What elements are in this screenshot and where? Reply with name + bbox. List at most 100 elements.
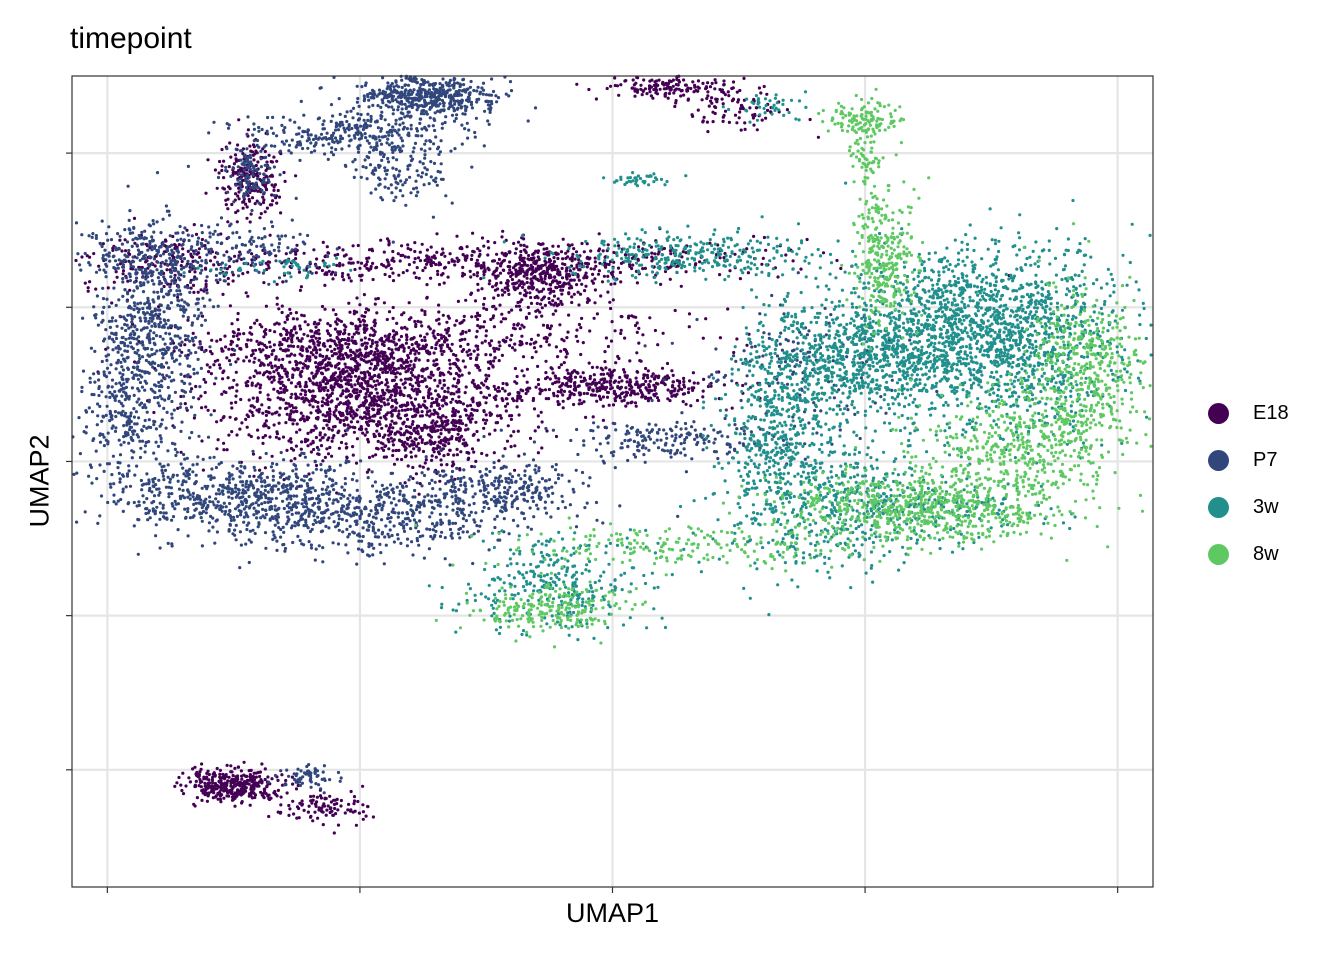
data-point [648,79,652,83]
data-point [398,431,402,435]
data-point [731,80,736,84]
data-point [374,340,378,344]
data-point [503,389,507,393]
data-point [325,348,329,352]
data-point [302,417,306,421]
data-point [341,434,345,438]
data-point [529,277,533,281]
data-point [697,86,701,90]
data-point [414,275,418,280]
data-point [115,275,119,279]
data-point [465,350,469,354]
data-point [636,370,640,374]
data-point [487,341,491,345]
data-point [427,352,431,356]
data-point [263,343,267,347]
data-point [352,802,356,806]
data-point [528,386,532,390]
data-point [230,353,234,357]
data-point [636,257,640,261]
data-point [290,338,294,342]
data-point [551,382,555,386]
data-point [603,360,607,364]
data-point [564,355,568,359]
data-point [391,443,395,447]
data-point [346,345,350,349]
data-point [380,361,384,365]
data-point [144,358,148,363]
data-point [738,277,743,281]
data-point [671,78,676,82]
data-point [244,202,248,206]
data-point [212,263,216,267]
data-point [239,397,243,402]
data-point [180,788,184,793]
data-point [290,392,294,396]
data-point [94,287,98,291]
data-point [526,389,530,393]
data-point [264,168,268,173]
data-point [311,441,315,445]
data-point [432,412,436,416]
data-point [472,408,477,412]
data-point [263,210,267,214]
data-point [816,135,821,139]
data-point [188,375,192,379]
data-point [248,144,252,148]
data-point [165,268,169,272]
data-point [504,397,508,401]
data-point [350,394,354,398]
data-point [452,392,456,396]
data-point [195,371,199,375]
data-point [576,384,580,388]
data-point [460,320,464,324]
data-point [328,361,332,365]
data-point [317,328,321,332]
data-point [672,91,676,95]
data-point [262,363,266,367]
data-point [471,378,475,383]
data-point [603,350,607,354]
data-point [361,803,365,807]
data-point [561,237,565,241]
data-point [495,404,499,408]
data-point [359,389,363,393]
data-point [682,380,686,384]
data-point [161,337,165,341]
data-point [183,402,187,406]
data-point [227,165,231,169]
data-point [338,330,342,334]
data-point [379,404,383,408]
data-point [315,257,319,261]
data-point [436,415,440,419]
data-point [324,382,328,386]
data-point [498,303,502,307]
data-point [365,422,370,426]
data-point [656,252,660,256]
data-point [391,378,395,382]
data-point [277,358,281,362]
data-point [332,434,336,438]
data-point [799,267,803,271]
data-point [497,459,501,463]
data-point [280,773,284,777]
data-point [278,406,282,410]
data-point [509,445,513,449]
data-point [230,770,234,774]
data-point [688,379,692,383]
data-point [244,355,248,359]
data-point [511,266,516,270]
data-point [513,342,517,346]
data-point [130,320,134,324]
data-point [456,381,460,385]
data-point [711,120,715,124]
data-point [270,366,274,370]
data-point [294,444,298,448]
data-point [395,371,399,375]
data-point [419,320,423,324]
data-point [409,378,413,382]
data-point [228,415,232,419]
data-point [469,420,473,424]
data-point [360,314,364,318]
data-point [505,336,509,340]
